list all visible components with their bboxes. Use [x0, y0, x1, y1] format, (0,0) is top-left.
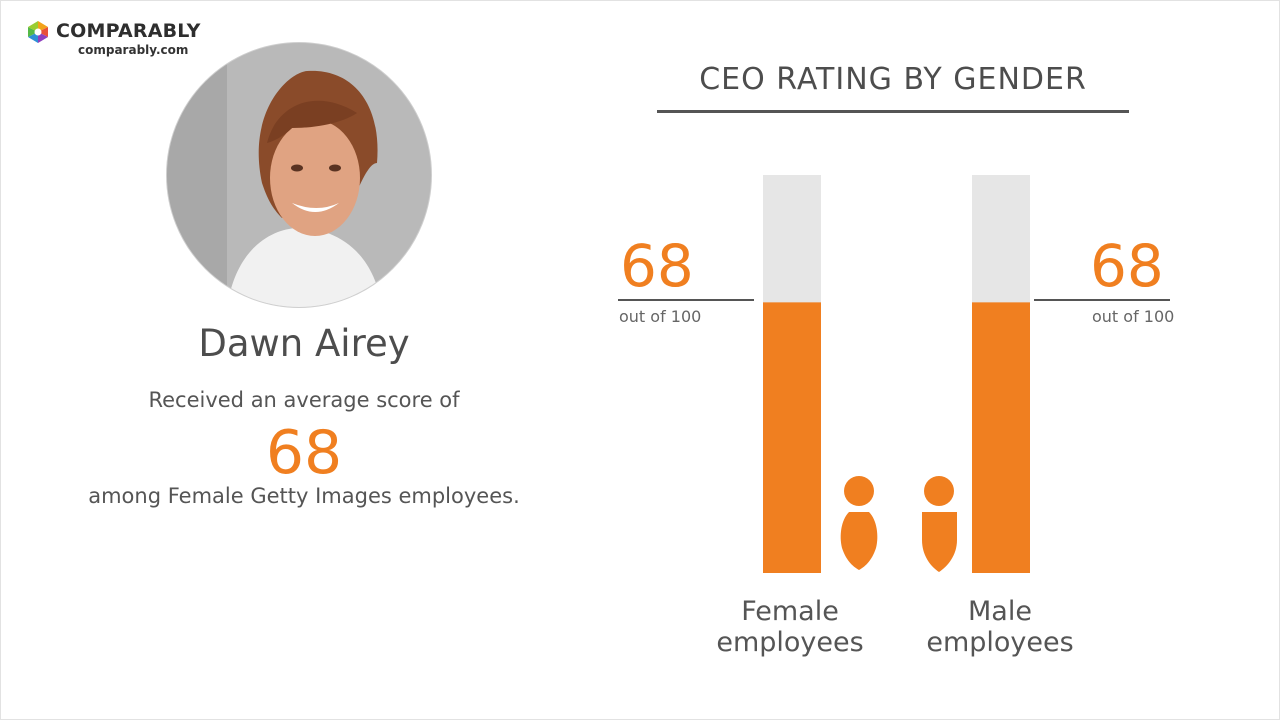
comparably-logo[interactable]: COMPARABLY comparably.com — [24, 18, 214, 62]
female-score-value: 68 — [620, 232, 694, 300]
female-score-sublabel: out of 100 — [619, 307, 702, 326]
comparably-logo-icon — [28, 21, 48, 43]
male-category-label: Male employees — [910, 596, 1090, 658]
female-category-line-1: Female — [741, 596, 839, 627]
score-intro-text: Received an average score of — [148, 388, 460, 412]
male-category-line-2: employees — [926, 627, 1074, 658]
brand-name: COMPARABLY — [56, 20, 201, 42]
female-bar — [763, 302, 821, 573]
female-score-rule — [618, 299, 754, 301]
score-context-text: among Female Getty Images employees. — [88, 484, 520, 508]
male-bar — [972, 302, 1030, 573]
male-score-sublabel: out of 100 — [1092, 307, 1175, 326]
female-category-label: Female employees — [700, 596, 880, 658]
female-category-line-2: employees — [716, 627, 864, 658]
ceo-name: Dawn Airey — [198, 322, 410, 365]
chart-title-underline — [657, 110, 1129, 113]
male-person-icon — [922, 476, 957, 572]
portrait-image — [167, 43, 431, 307]
male-score-rule — [1034, 299, 1170, 301]
ceo-portrait — [166, 42, 432, 308]
average-score: 68 — [265, 418, 343, 488]
male-category-line-1: Male — [968, 596, 1032, 627]
chart-title: CEO RATING BY GENDER — [699, 62, 1087, 97]
brand-url: comparably.com — [78, 43, 189, 57]
male-score-value: 68 — [1090, 232, 1164, 300]
female-person-icon — [840, 476, 878, 570]
